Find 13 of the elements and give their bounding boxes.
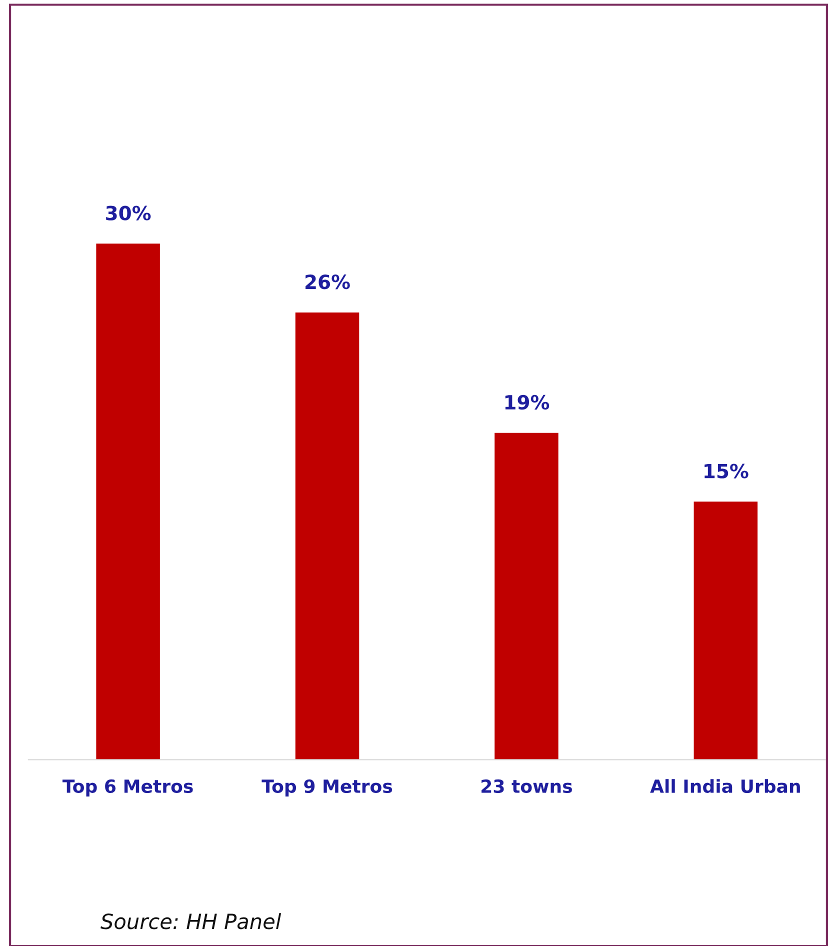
x-tick-label: Top 9 Metros [262, 779, 392, 797]
bar [295, 312, 360, 760]
x-tick-label: 23 towns [482, 779, 572, 794]
bar [694, 502, 758, 760]
bar [96, 244, 160, 760]
data-label: 15% [704, 464, 748, 478]
x-tick-label: All India Urban [650, 779, 800, 794]
data-label: 19% [505, 394, 550, 410]
data-label: 30% [106, 206, 151, 220]
bar [494, 432, 558, 760]
data-label: 26% [306, 274, 350, 290]
source-note: Source: HH Panel [100, 913, 282, 930]
x-tick-label: Top 6 Metros [62, 779, 193, 797]
